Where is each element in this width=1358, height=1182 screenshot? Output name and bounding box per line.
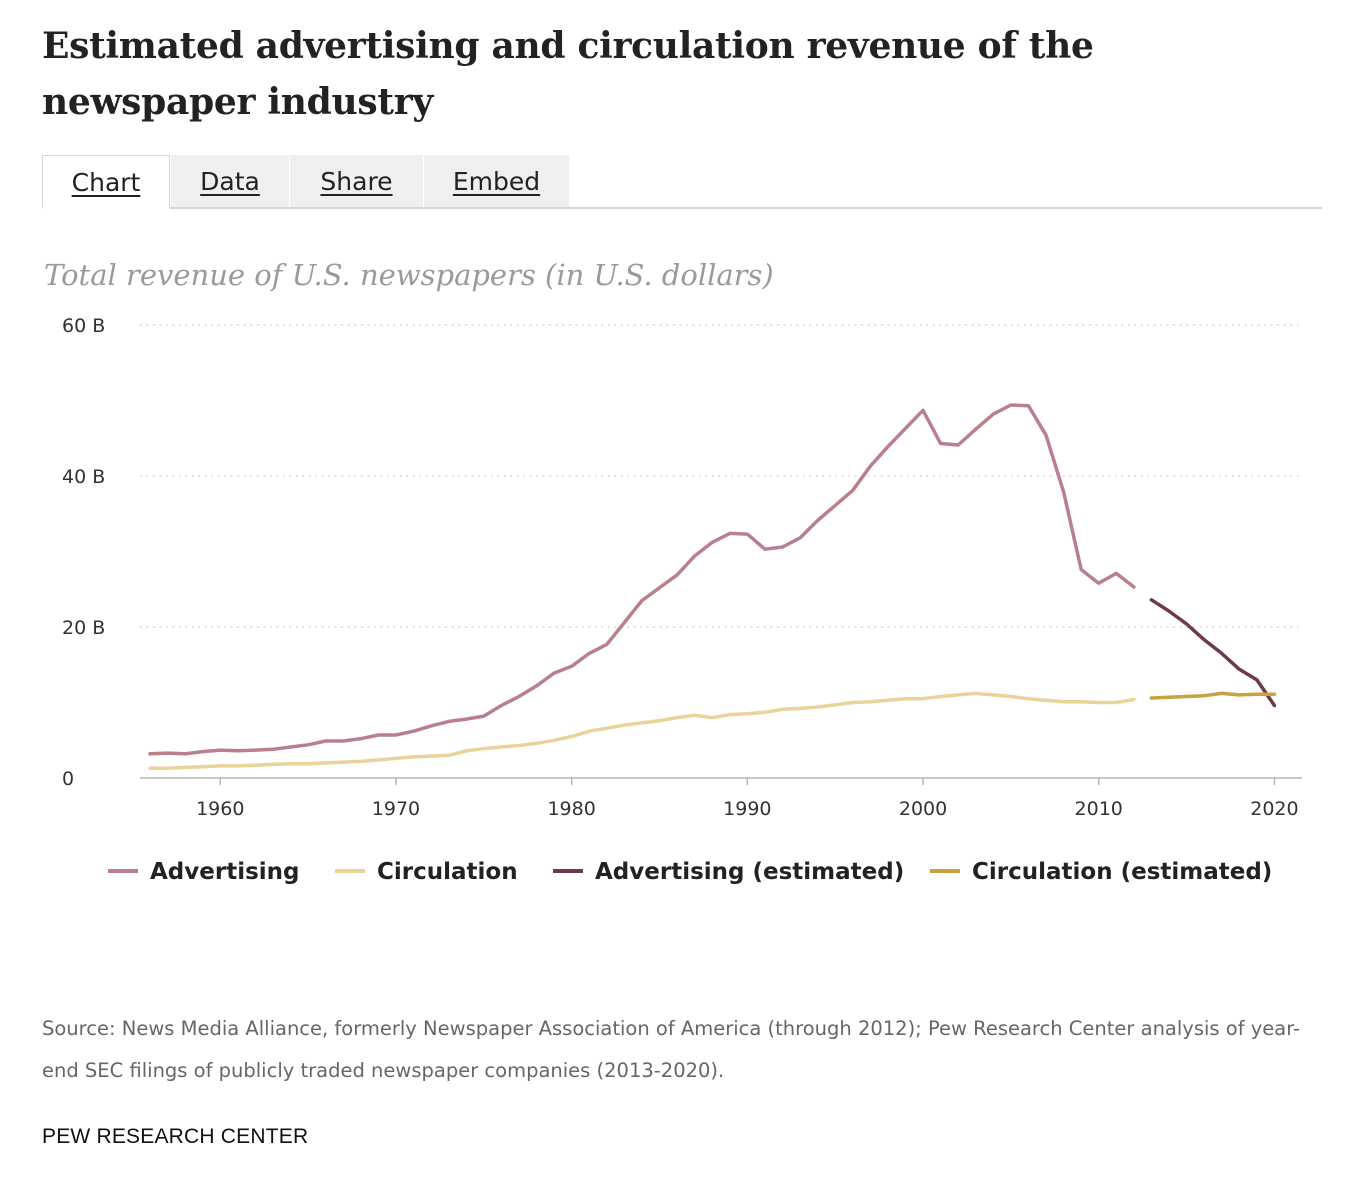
x-tick-label: 1960 (196, 798, 244, 820)
chart-title: Estimated advertising and circulation re… (42, 25, 1094, 123)
x-tick-label: 2010 (1075, 798, 1123, 820)
source-note: Source: News Media Alliance, formerly Ne… (42, 1017, 1301, 1082)
series-line-circulation (148, 691, 1136, 770)
series-line-advertising-estimated (1149, 598, 1277, 708)
tab-chart[interactable]: Chart (42, 155, 170, 209)
legend-label: Circulation (estimated) (972, 859, 1272, 885)
legend: Advertising Circulation Advertising (estim… (108, 859, 1272, 885)
chart-subtitle: Total revenue of U.S. newspapers (in U.S… (44, 258, 774, 292)
line-chart: 0 20 B 40 B 60 B 1960 1970 1980 1990 2000 2010 20… (62, 315, 1302, 885)
x-tick-label: 2020 (1250, 798, 1298, 820)
series-line-circulation-estimated (1149, 691, 1277, 700)
series-line-advertising (148, 403, 1136, 756)
tab-bar: Chart Data Share Embed (42, 155, 1322, 209)
series-lines (148, 403, 1277, 770)
y-tick-label: 20 B (62, 617, 105, 639)
y-tick-label: 0 (62, 768, 74, 790)
legend-label: Advertising (estimated) (595, 859, 904, 885)
grid-lines (140, 324, 1300, 628)
y-tick-label: 40 B (62, 466, 105, 488)
legend-label: Circulation (377, 859, 518, 885)
y-tick-label: 60 B (62, 315, 105, 337)
x-tick-label: 1980 (547, 798, 595, 820)
y-axis: 0 20 B 40 B 60 B (62, 315, 105, 790)
legend-label: Advertising (150, 859, 300, 885)
x-tick-label: 2000 (899, 798, 947, 820)
x-tick-label: 1970 (372, 798, 420, 820)
x-axis: 1960 1970 1980 1990 2000 2010 2020 (140, 777, 1302, 820)
tab-data[interactable]: Data (171, 155, 289, 207)
brand-label: PEW RESEARCH CENTER (42, 1125, 309, 1148)
tab-share[interactable]: Share (290, 155, 423, 207)
tab-embed[interactable]: Embed (424, 155, 569, 207)
x-tick-label: 1990 (723, 798, 771, 820)
